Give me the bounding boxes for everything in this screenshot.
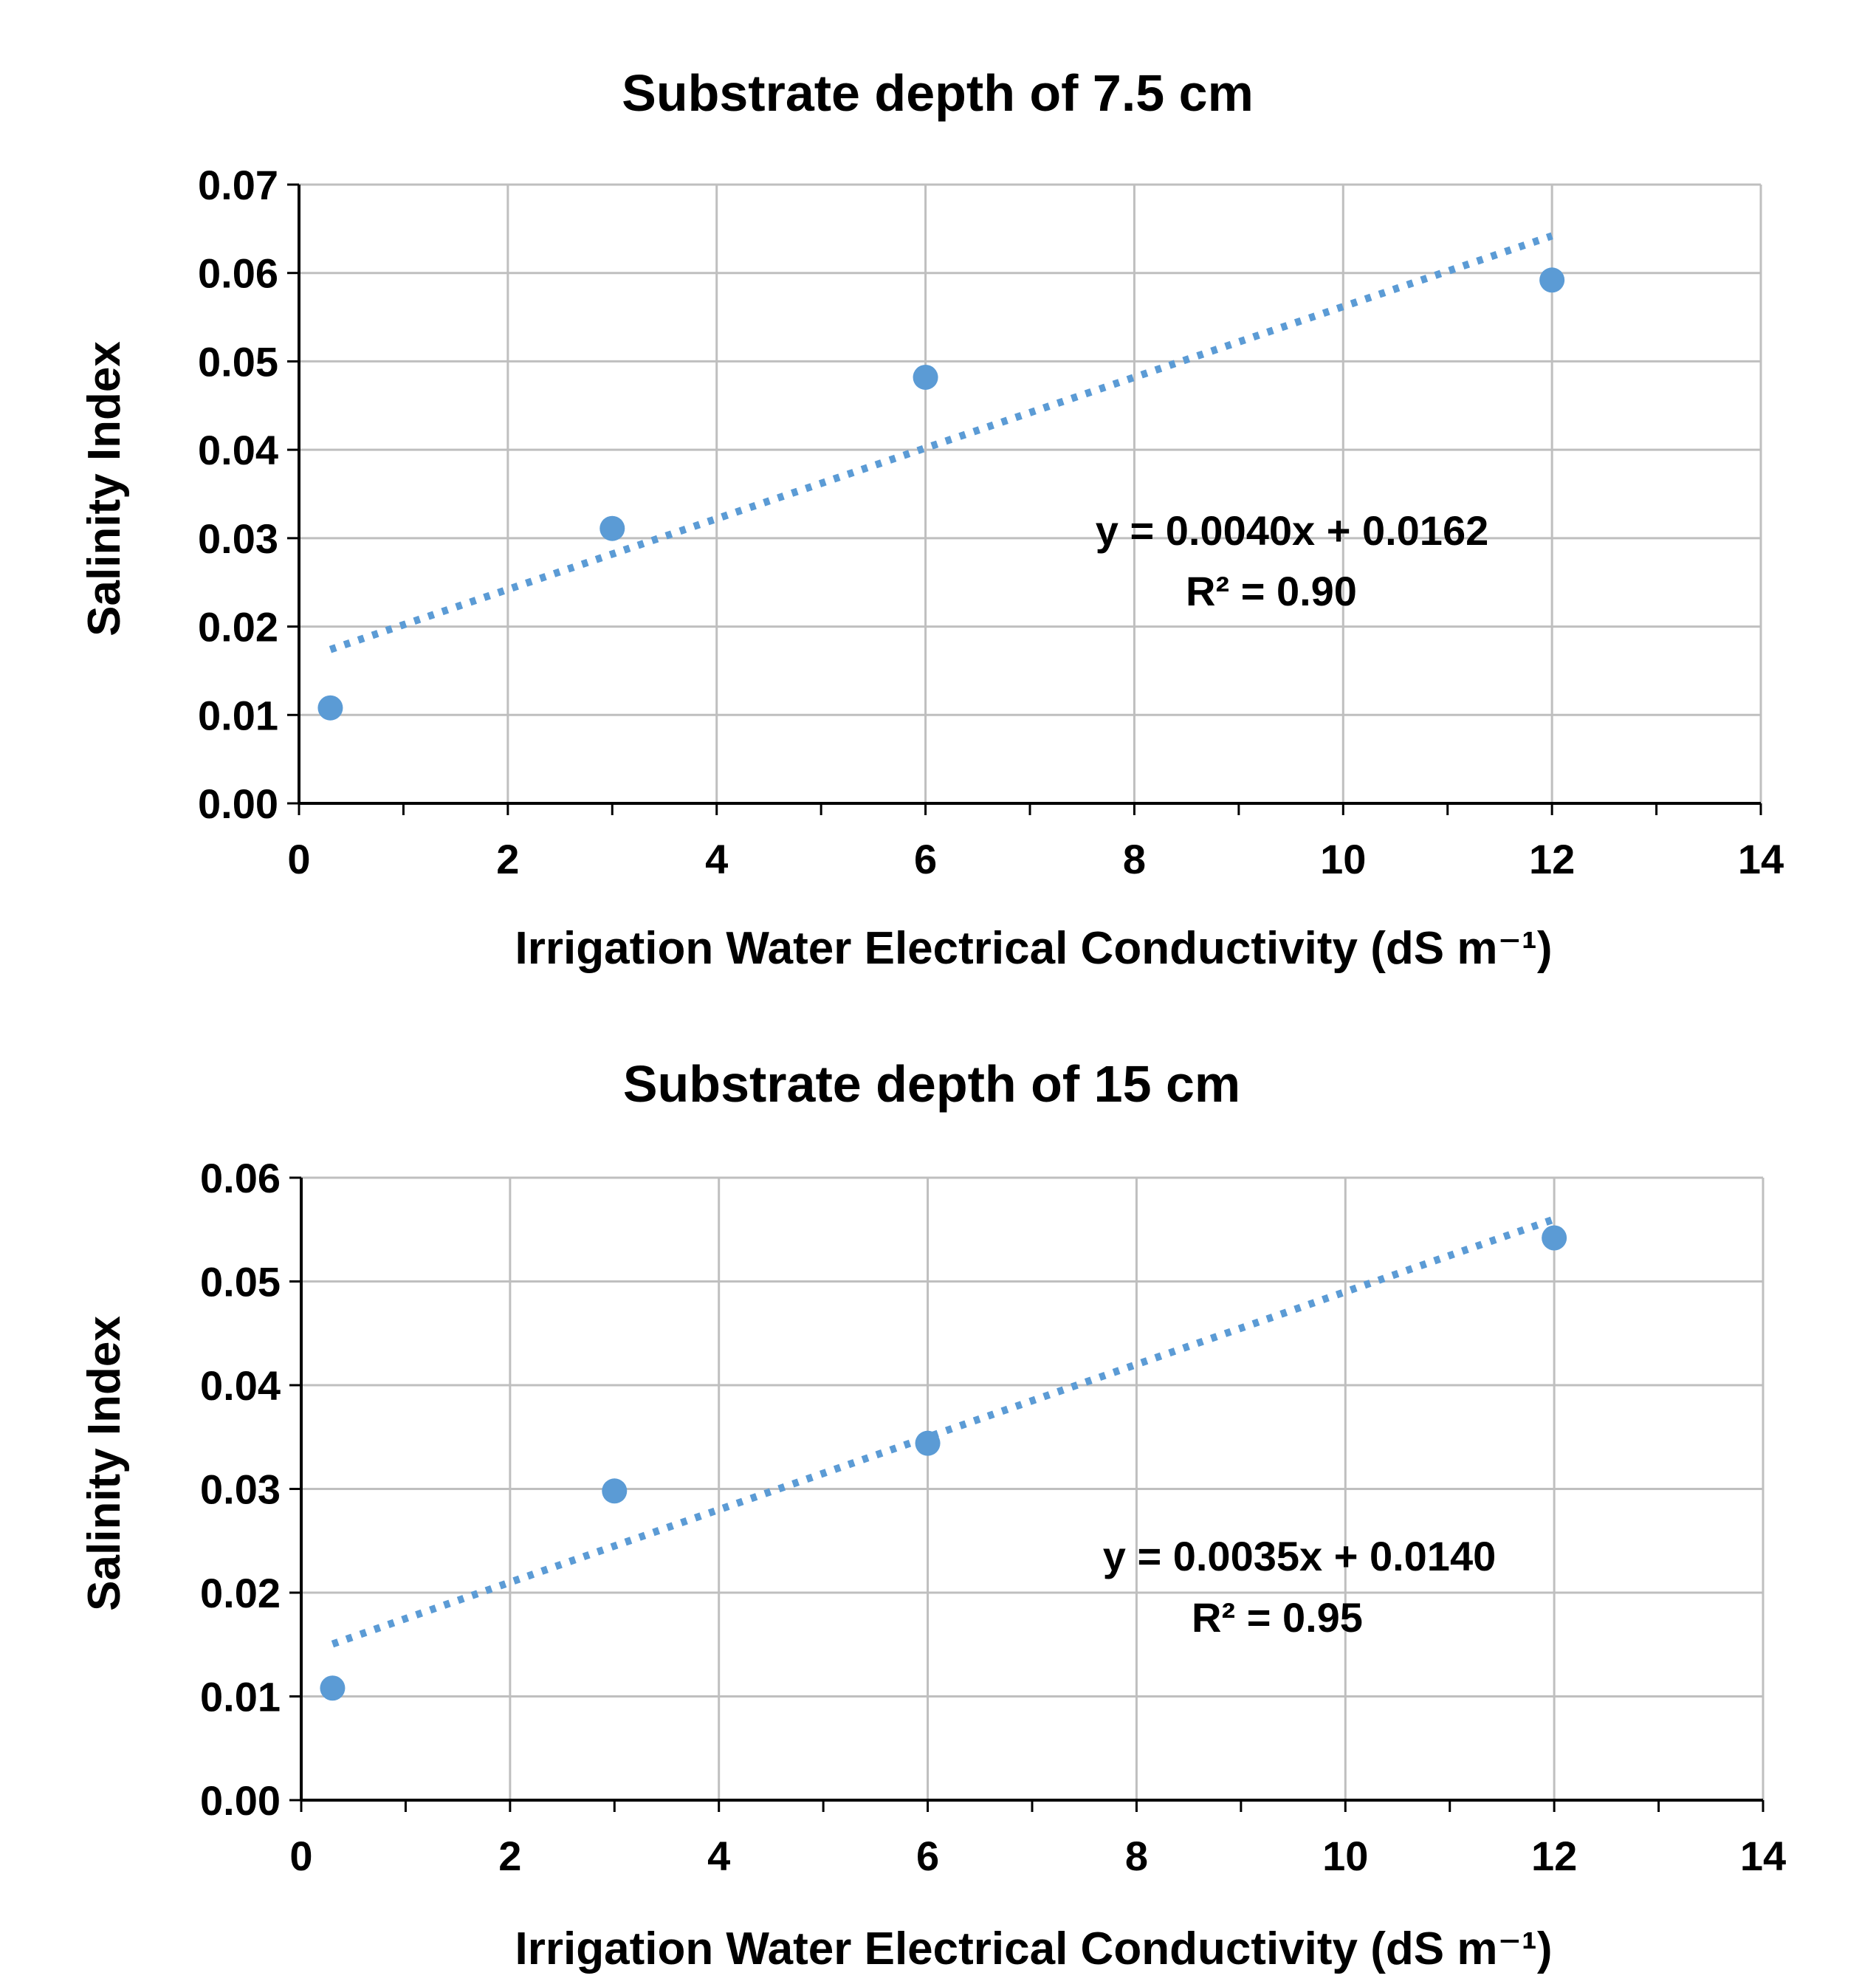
x-tick-label: 8 — [1123, 836, 1146, 882]
y-tick-label: 0.01 — [200, 1674, 281, 1720]
y-tick-label: 0.00 — [200, 1777, 281, 1824]
trendline — [331, 1215, 1556, 1648]
chart-title: Substrate depth of 15 cm — [623, 1055, 1240, 1113]
chart-15cm: Substrate depth of 15 cm 0 2 4 6 8 10 12 14 0.0… — [79, 1055, 1786, 1974]
trendline — [329, 232, 1553, 653]
x-tick-label: 12 — [1531, 1833, 1577, 1879]
y-tick-label: 0.04 — [200, 1362, 281, 1409]
y-tick-label: 0.05 — [200, 1259, 281, 1305]
x-tick-label: 4 — [707, 1833, 730, 1879]
x-tick-label: 14 — [1738, 836, 1784, 882]
y-tick-label: 0.00 — [198, 780, 278, 827]
trend-r-squared: R² = 0.90 — [1186, 568, 1357, 614]
y-axis-title: Salinity Index — [79, 341, 130, 636]
data-points — [320, 1225, 1567, 1701]
y-tick-label: 0.02 — [200, 1570, 281, 1616]
chart-title: Substrate depth of 7.5 cm — [622, 64, 1254, 122]
trend-r-squared: R² = 0.95 — [1192, 1594, 1363, 1641]
y-tick-label: 0.06 — [198, 250, 278, 297]
x-tick-label: 10 — [1322, 1833, 1368, 1879]
data-point — [599, 515, 625, 541]
axes — [287, 183, 1762, 815]
gridlines — [301, 1176, 1765, 1800]
data-point — [317, 695, 343, 721]
x-tick-label: 10 — [1320, 836, 1366, 882]
x-tick-label: 8 — [1125, 1833, 1148, 1879]
y-tick-labels: 0.00 0.01 0.02 0.03 0.04 0.05 0.06 0.07 — [198, 162, 278, 827]
data-point — [915, 1430, 941, 1456]
x-axis-title: Irrigation Water Electrical Conductivity… — [515, 923, 1553, 974]
axes — [289, 1176, 1765, 1812]
data-point — [320, 1675, 346, 1701]
y-tick-label: 0.07 — [198, 162, 278, 208]
chart-7-5cm: Substrate depth of 7.5 cm 0 2 4 6 8 10 12 14 0.… — [79, 64, 1784, 974]
data-point — [1539, 267, 1565, 293]
data-point — [602, 1478, 628, 1504]
x-tick-label: 14 — [1740, 1833, 1786, 1879]
y-tick-label: 0.03 — [200, 1466, 281, 1513]
x-tick-label: 2 — [498, 1833, 521, 1879]
x-tick-label: 2 — [496, 836, 519, 882]
y-tick-label: 0.01 — [198, 692, 278, 738]
y-tick-label: 0.04 — [198, 427, 278, 473]
x-tick-label: 0 — [289, 1833, 312, 1879]
data-point — [913, 364, 938, 390]
y-axis-title: Salinity Index — [79, 1316, 130, 1611]
y-tick-label: 0.06 — [200, 1155, 281, 1201]
y-tick-labels: 0.00 0.01 0.02 0.03 0.04 0.05 0.06 — [200, 1155, 281, 1824]
data-point — [1542, 1225, 1567, 1251]
x-tick-label: 0 — [287, 836, 310, 882]
x-tick-labels: 0 2 4 6 8 10 12 14 — [289, 1833, 1786, 1879]
y-tick-label: 0.03 — [198, 515, 278, 562]
x-tick-label: 4 — [705, 836, 728, 882]
data-points — [317, 267, 1565, 721]
x-tick-label: 6 — [914, 836, 937, 882]
trend-equation: y = 0.0035x + 0.0140 — [1103, 1533, 1497, 1579]
y-tick-label: 0.02 — [198, 604, 278, 651]
x-axis-title: Irrigation Water Electrical Conductivity… — [515, 1923, 1553, 1974]
x-tick-labels: 0 2 4 6 8 10 12 14 — [287, 836, 1784, 882]
x-tick-label: 12 — [1529, 836, 1575, 882]
trend-equation: y = 0.0040x + 0.0162 — [1096, 507, 1489, 554]
y-tick-label: 0.05 — [198, 338, 278, 385]
x-tick-label: 6 — [916, 1833, 939, 1879]
